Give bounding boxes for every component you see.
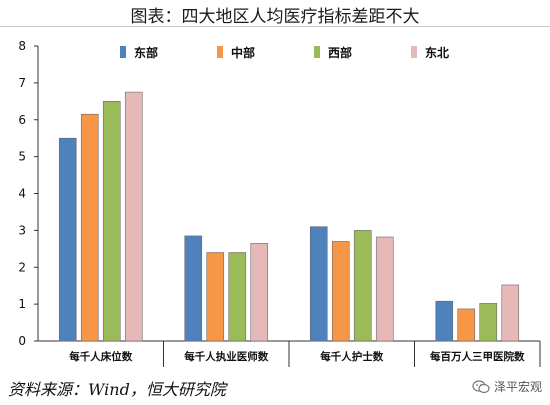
y-tick-label: 7 bbox=[18, 76, 26, 90]
y-tick-label: 6 bbox=[18, 113, 26, 127]
brand-label: 泽平宏观 bbox=[493, 380, 542, 394]
y-tick-label: 0 bbox=[18, 334, 26, 348]
category-label: 每百万人三甲医院数 bbox=[430, 350, 525, 363]
y-tick-label: 2 bbox=[18, 260, 26, 274]
y-tick-label: 8 bbox=[18, 39, 26, 53]
title-bar: 图表：四大地区人均医疗指标差距不大 bbox=[0, 0, 550, 27]
bar bbox=[457, 308, 476, 342]
y-tick-label: 4 bbox=[18, 187, 26, 201]
brand-watermark: 泽平宏观 bbox=[472, 378, 542, 395]
legend-label: 中部 bbox=[231, 45, 255, 60]
bar bbox=[184, 235, 203, 342]
bar bbox=[58, 137, 77, 342]
bar bbox=[250, 242, 269, 342]
bar bbox=[80, 113, 99, 342]
bar bbox=[501, 284, 520, 342]
bar bbox=[479, 303, 498, 342]
legend-swatch bbox=[411, 46, 417, 58]
bar-chart: 0 1 2 3 4 5 6 7 8 每千人床位数 每千人执业医师数 每千人护士数 每百万人三甲医院数 东部… bbox=[18, 39, 541, 367]
legend-swatch bbox=[217, 46, 223, 58]
plot-area: 0 1 2 3 4 5 6 7 8 每千人床位数 每千人执业医师数 每千人护士数 每百万人三甲医院数 东部… bbox=[18, 39, 541, 367]
bar bbox=[309, 226, 328, 342]
wechat-icon bbox=[472, 379, 490, 393]
chart-title: 图表：四大地区人均医疗指标差距不大 bbox=[130, 7, 420, 27]
bar bbox=[102, 101, 121, 342]
bar bbox=[435, 300, 454, 342]
category-label: 每千人床位数 bbox=[69, 350, 132, 363]
legend-label: 东北 bbox=[425, 45, 449, 60]
bar bbox=[331, 241, 350, 342]
source-note: 资料来源：Wind，恒大研究院 bbox=[8, 380, 226, 399]
category-label: 每千人护士数 bbox=[320, 350, 383, 363]
y-tick-label: 1 bbox=[18, 297, 26, 311]
bar bbox=[124, 91, 143, 342]
legend-swatch bbox=[120, 46, 126, 58]
y-tick-label: 3 bbox=[18, 223, 26, 237]
legend-label: 东部 bbox=[134, 45, 158, 60]
bar bbox=[375, 236, 394, 342]
bar bbox=[206, 252, 225, 342]
category-label: 每千人执业医师数 bbox=[184, 350, 268, 363]
bar bbox=[228, 252, 247, 342]
legend-swatch bbox=[314, 46, 320, 58]
legend-label: 西部 bbox=[328, 45, 352, 60]
bar bbox=[353, 230, 372, 342]
y-tick-label: 5 bbox=[18, 150, 26, 164]
